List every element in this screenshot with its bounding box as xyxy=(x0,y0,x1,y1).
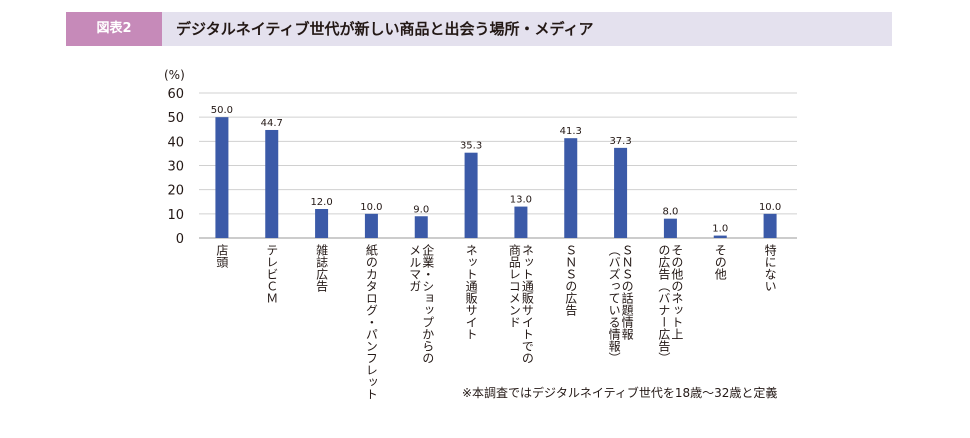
category-label: （バズっている情報） xyxy=(607,244,621,364)
category-label: 特にない xyxy=(763,243,777,292)
bar xyxy=(215,117,229,238)
category-label: 店頭 xyxy=(215,244,229,269)
y-axis-unit: (%) xyxy=(164,68,185,82)
value-labels: 50.0 44.7 12.0 10.0 9.0 35.3 13.0 41.3 37.3 8.0 1.… xyxy=(211,105,781,234)
y-tick-label: 40 xyxy=(167,135,184,150)
bar xyxy=(514,206,528,238)
value-label: 10.0 xyxy=(759,202,781,213)
category-label: ＳＮＳの話題情報 xyxy=(620,244,634,341)
category-label: 商品レコメンド xyxy=(507,243,521,328)
value-label: 50.0 xyxy=(211,105,233,116)
value-label: 44.7 xyxy=(261,118,283,129)
figure-header: 図表2 デジタルネイティブ世代が新しい商品と出会う場所・メディア xyxy=(66,12,892,46)
bar xyxy=(464,152,478,238)
value-label: 9.0 xyxy=(413,204,429,215)
bar xyxy=(414,216,428,238)
category-label: ネット通販サイトでの xyxy=(520,244,534,364)
value-label: 41.3 xyxy=(560,126,582,137)
y-tick-label: 50 xyxy=(167,111,184,126)
y-tick-label: 0 xyxy=(176,232,184,247)
category-label: の広告（バナー広告） xyxy=(657,244,671,364)
value-label: 12.0 xyxy=(310,197,332,208)
grid-lines xyxy=(199,92,797,239)
y-tick-label: 20 xyxy=(167,184,184,199)
bar xyxy=(663,218,677,238)
bar xyxy=(614,147,628,238)
value-label: 13.0 xyxy=(510,195,532,206)
category-label: 紙のカタログ・パンフレット xyxy=(364,243,378,400)
category-label: その他のネット上 xyxy=(670,244,684,340)
category-label: 企業・ショップからの xyxy=(421,243,435,364)
bar xyxy=(265,129,279,238)
bar xyxy=(564,138,578,238)
bar xyxy=(763,213,777,238)
bar xyxy=(315,209,329,238)
value-label: 8.0 xyxy=(662,207,678,218)
category-label: ネット通販サイト xyxy=(464,244,478,340)
category-label: 雑誌広告 xyxy=(315,243,329,292)
value-label: 1.0 xyxy=(712,224,728,235)
y-tick-label: 30 xyxy=(167,160,184,175)
category-label: テレビＣＭ xyxy=(265,244,279,304)
bar xyxy=(364,213,378,238)
chart-title: デジタルネイティブ世代が新しい商品と出会う場所・メディア xyxy=(176,20,594,38)
category-label: その他 xyxy=(713,244,727,280)
value-label: 10.0 xyxy=(360,202,382,213)
y-tick-label: 60 xyxy=(167,87,184,102)
value-label: 37.3 xyxy=(609,136,631,147)
footnote: ※本調査ではデジタルネイティブ世代を18歳～32歳と定義 xyxy=(462,386,778,400)
category-label: メルマガ xyxy=(408,244,422,292)
bars xyxy=(215,117,777,238)
y-tick-label: 10 xyxy=(167,208,184,223)
category-label: ＳＮＳの広告 xyxy=(564,244,578,316)
figure-label: 図表2 xyxy=(66,12,162,46)
bar xyxy=(713,235,727,238)
value-label: 35.3 xyxy=(460,141,482,152)
y-axis-ticks: 0 10 20 30 40 50 60 xyxy=(167,87,184,247)
